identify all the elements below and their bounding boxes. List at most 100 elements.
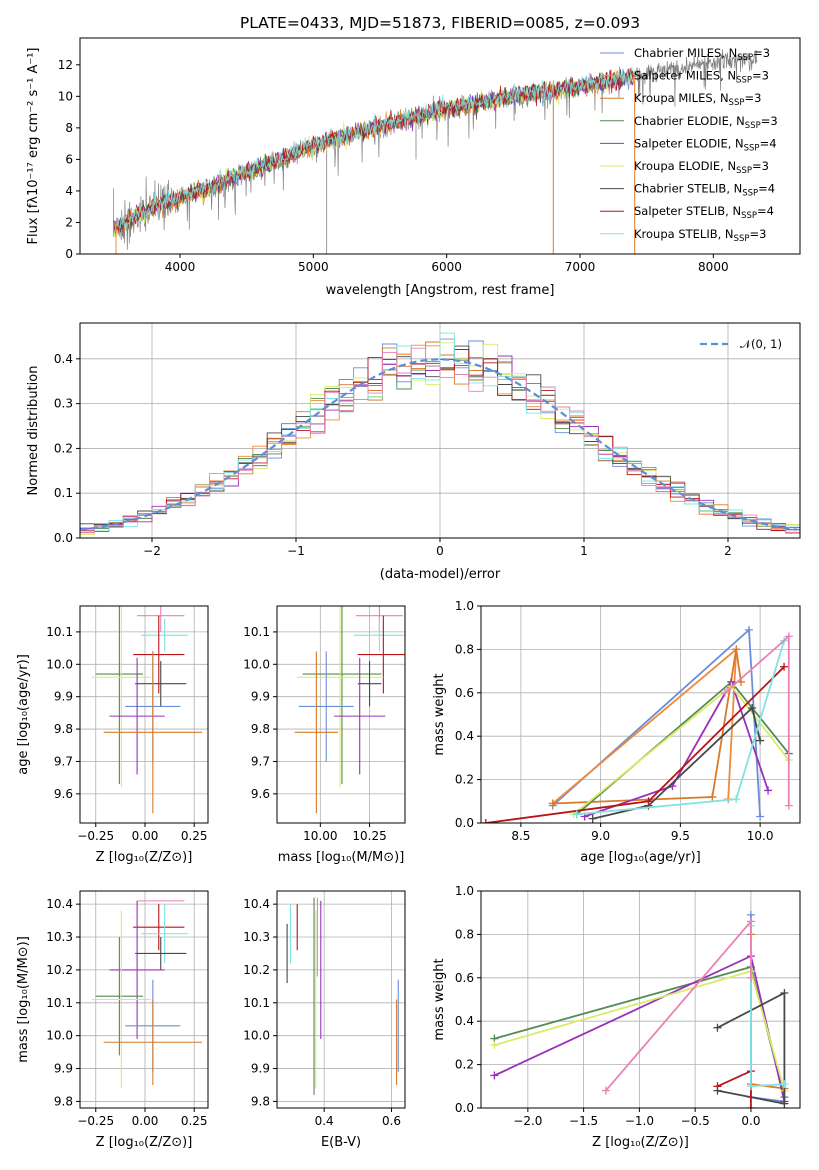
x-tick-label: 6000 bbox=[431, 260, 462, 274]
x-axis-label: Z [log₁₀(Z/Z⊙)] bbox=[592, 1135, 689, 1150]
y-tick-label: 9.7 bbox=[54, 754, 73, 768]
weight-marker bbox=[780, 1099, 789, 1108]
panel-age_vs_mass: 10.00 10.25 9.6 9.7 9.8 9.9 10.0 10.1 mass [log₁… bbox=[243, 605, 406, 865]
residuals-plot-area bbox=[80, 332, 800, 536]
weight-marker bbox=[588, 814, 597, 823]
error-bar-point-chabrier-miles bbox=[298, 651, 354, 762]
model-fit-kroupa-stelib bbox=[112, 66, 635, 234]
x-axis-label: wavelength [Angstrom, rest frame] bbox=[326, 283, 555, 298]
weight-marker bbox=[490, 1071, 499, 1080]
x-tick-label: −2.0 bbox=[513, 1114, 542, 1128]
weight_vs_age-plot-area bbox=[481, 625, 793, 823]
error-bar-point-salpeter-stelib bbox=[133, 615, 185, 694]
weight-marker bbox=[490, 1041, 499, 1050]
y-tick-label: 1.0 bbox=[455, 884, 474, 898]
x-tick-label: 10.00 bbox=[303, 829, 337, 843]
weight-marker bbox=[780, 662, 789, 671]
y-tick-label: 0.3 bbox=[54, 397, 73, 411]
y-tick-label: 10.1 bbox=[243, 996, 270, 1010]
y-tick-label: 0 bbox=[65, 247, 73, 261]
y-tick-label: 2 bbox=[65, 215, 73, 229]
age_vs_Z-grid bbox=[80, 606, 208, 823]
panel-spectrum: 4000 5000 6000 7000 8000 0 2 4 6 8 10 12 PLATE=0433,… bbox=[26, 14, 801, 298]
error-bar-point-chabrier-elodie bbox=[302, 606, 382, 785]
x-tick-label: 0.00 bbox=[132, 1114, 159, 1128]
y-axis-label: mass [log₁₀(M/M⊙)] bbox=[16, 936, 31, 1063]
x-tick-label: −2 bbox=[143, 544, 161, 558]
legend-entry: Kroupa MILES, NSSP=3 bbox=[634, 91, 761, 108]
x-axis-label: Z [log₁₀(Z/Z⊙)] bbox=[96, 850, 193, 865]
y-tick-label: 9.6 bbox=[54, 787, 73, 801]
y-tick-label: 10.0 bbox=[243, 657, 270, 671]
y-tick-label: 0.2 bbox=[455, 1058, 474, 1072]
x-tick-label: 0.6 bbox=[382, 1114, 401, 1128]
weight-marker bbox=[764, 786, 773, 795]
y-tick-label: 0.0 bbox=[455, 816, 474, 830]
y-axis-label: age [log₁₀(age/yr)] bbox=[16, 654, 31, 775]
weight-marker bbox=[732, 795, 741, 804]
x-axis-label: mass [log₁₀(M/M⊙)] bbox=[278, 850, 405, 865]
weight-marker bbox=[481, 819, 490, 823]
panel-weight_vs_Z: −2.0 −1.5 −1.0 −0.5 0.0 0.0 0.2 0.4 0.6 0.8 1.0 Z [… bbox=[432, 884, 801, 1150]
legend-entry: Kroupa STELIB, NSSP=3 bbox=[634, 227, 766, 244]
error-bar-point-kroupa-miles bbox=[103, 651, 203, 814]
error-bar-point-kroupa-elodie bbox=[91, 910, 151, 1089]
y-tick-label: 10.3 bbox=[46, 930, 73, 944]
x-tick-label: 0.25 bbox=[181, 829, 208, 843]
y-tick-label: 10.3 bbox=[243, 930, 270, 944]
y-tick-label: 10.0 bbox=[46, 657, 73, 671]
weight-marker bbox=[644, 797, 653, 806]
y-tick-label: 4 bbox=[65, 184, 73, 198]
y-tick-label: 0.6 bbox=[455, 971, 474, 985]
x-axis-label: age [log₁₀(age/yr)] bbox=[580, 850, 701, 865]
error-bar-point-salpeter-stelib bbox=[133, 904, 185, 951]
x-axis-label: (data-model)/error bbox=[380, 567, 501, 582]
x-tick-label: −1.0 bbox=[625, 1114, 654, 1128]
y-tick-label: 9.8 bbox=[251, 722, 270, 736]
x-tick-label: 9.5 bbox=[671, 829, 690, 843]
y-tick-label: 9.9 bbox=[54, 690, 73, 704]
y-tick-label: 0.0 bbox=[54, 531, 73, 545]
panel-weight_vs_age: 8.5 9.0 9.5 10.0 0.0 0.2 0.4 0.6 0.8 1.0 age [log₁… bbox=[432, 599, 801, 865]
weight-marker bbox=[708, 792, 717, 801]
weight-marker bbox=[780, 1080, 789, 1089]
axes-frame bbox=[79, 605, 209, 824]
chart-title: PLATE=0433, MJD=51873, FIBERID=0085, z=0… bbox=[240, 14, 640, 32]
y-axis-label: mass weight bbox=[432, 673, 447, 755]
y-tick-label: 9.8 bbox=[54, 1094, 73, 1108]
y-tick-label: 0.2 bbox=[54, 441, 73, 455]
y-tick-label: 0.4 bbox=[455, 1014, 474, 1028]
weight_vs_age-grid bbox=[481, 605, 800, 824]
y-tick-label: 0.1 bbox=[54, 486, 73, 500]
y-tick-label: 9.8 bbox=[251, 1094, 270, 1108]
model-fit-chabrier-stelib bbox=[112, 69, 635, 233]
y-tick-label: 9.9 bbox=[54, 1062, 73, 1076]
y-tick-label: 10.2 bbox=[46, 963, 73, 977]
x-tick-label: 8000 bbox=[698, 260, 729, 274]
weight-marker bbox=[756, 812, 765, 821]
weight-line-salpeter-miles bbox=[552, 647, 738, 805]
error-bar-point-kroupa-stelib bbox=[353, 618, 405, 652]
y-tick-label: 9.9 bbox=[251, 1062, 270, 1076]
x-tick-label: 0.4 bbox=[315, 1114, 334, 1128]
x-tick-label: 9.0 bbox=[591, 829, 610, 843]
weight-line-salpeter-elodie bbox=[584, 679, 769, 818]
error-bar-point-salpeter-elodie bbox=[109, 900, 165, 1039]
weight-marker bbox=[780, 988, 789, 997]
legend-entry: Salpeter MILES, NSSP=3 bbox=[634, 69, 769, 86]
y-tick-label: 10.4 bbox=[243, 897, 270, 911]
y-tick-label: 8 bbox=[65, 121, 73, 135]
y-tick-label: 10.1 bbox=[46, 625, 73, 639]
model-fit-salpeter-miles bbox=[112, 72, 635, 236]
legend-entry: 𝒩(0, 1) bbox=[740, 337, 782, 351]
y-axis-label: Normed distribution bbox=[26, 366, 41, 496]
weight-line-chabrier-stelib bbox=[592, 706, 761, 820]
spectrum-plot-area bbox=[112, 49, 758, 254]
x-tick-label: 2 bbox=[724, 544, 732, 558]
x-tick-label: −0.5 bbox=[681, 1114, 710, 1128]
error-bar-point-pink bbox=[137, 606, 185, 632]
weight-marker bbox=[713, 1023, 722, 1032]
y-tick-label: 0.2 bbox=[455, 773, 474, 787]
weight-marker bbox=[572, 810, 581, 819]
legend-entry: Chabrier STELIB, NSSP=4 bbox=[634, 182, 775, 199]
